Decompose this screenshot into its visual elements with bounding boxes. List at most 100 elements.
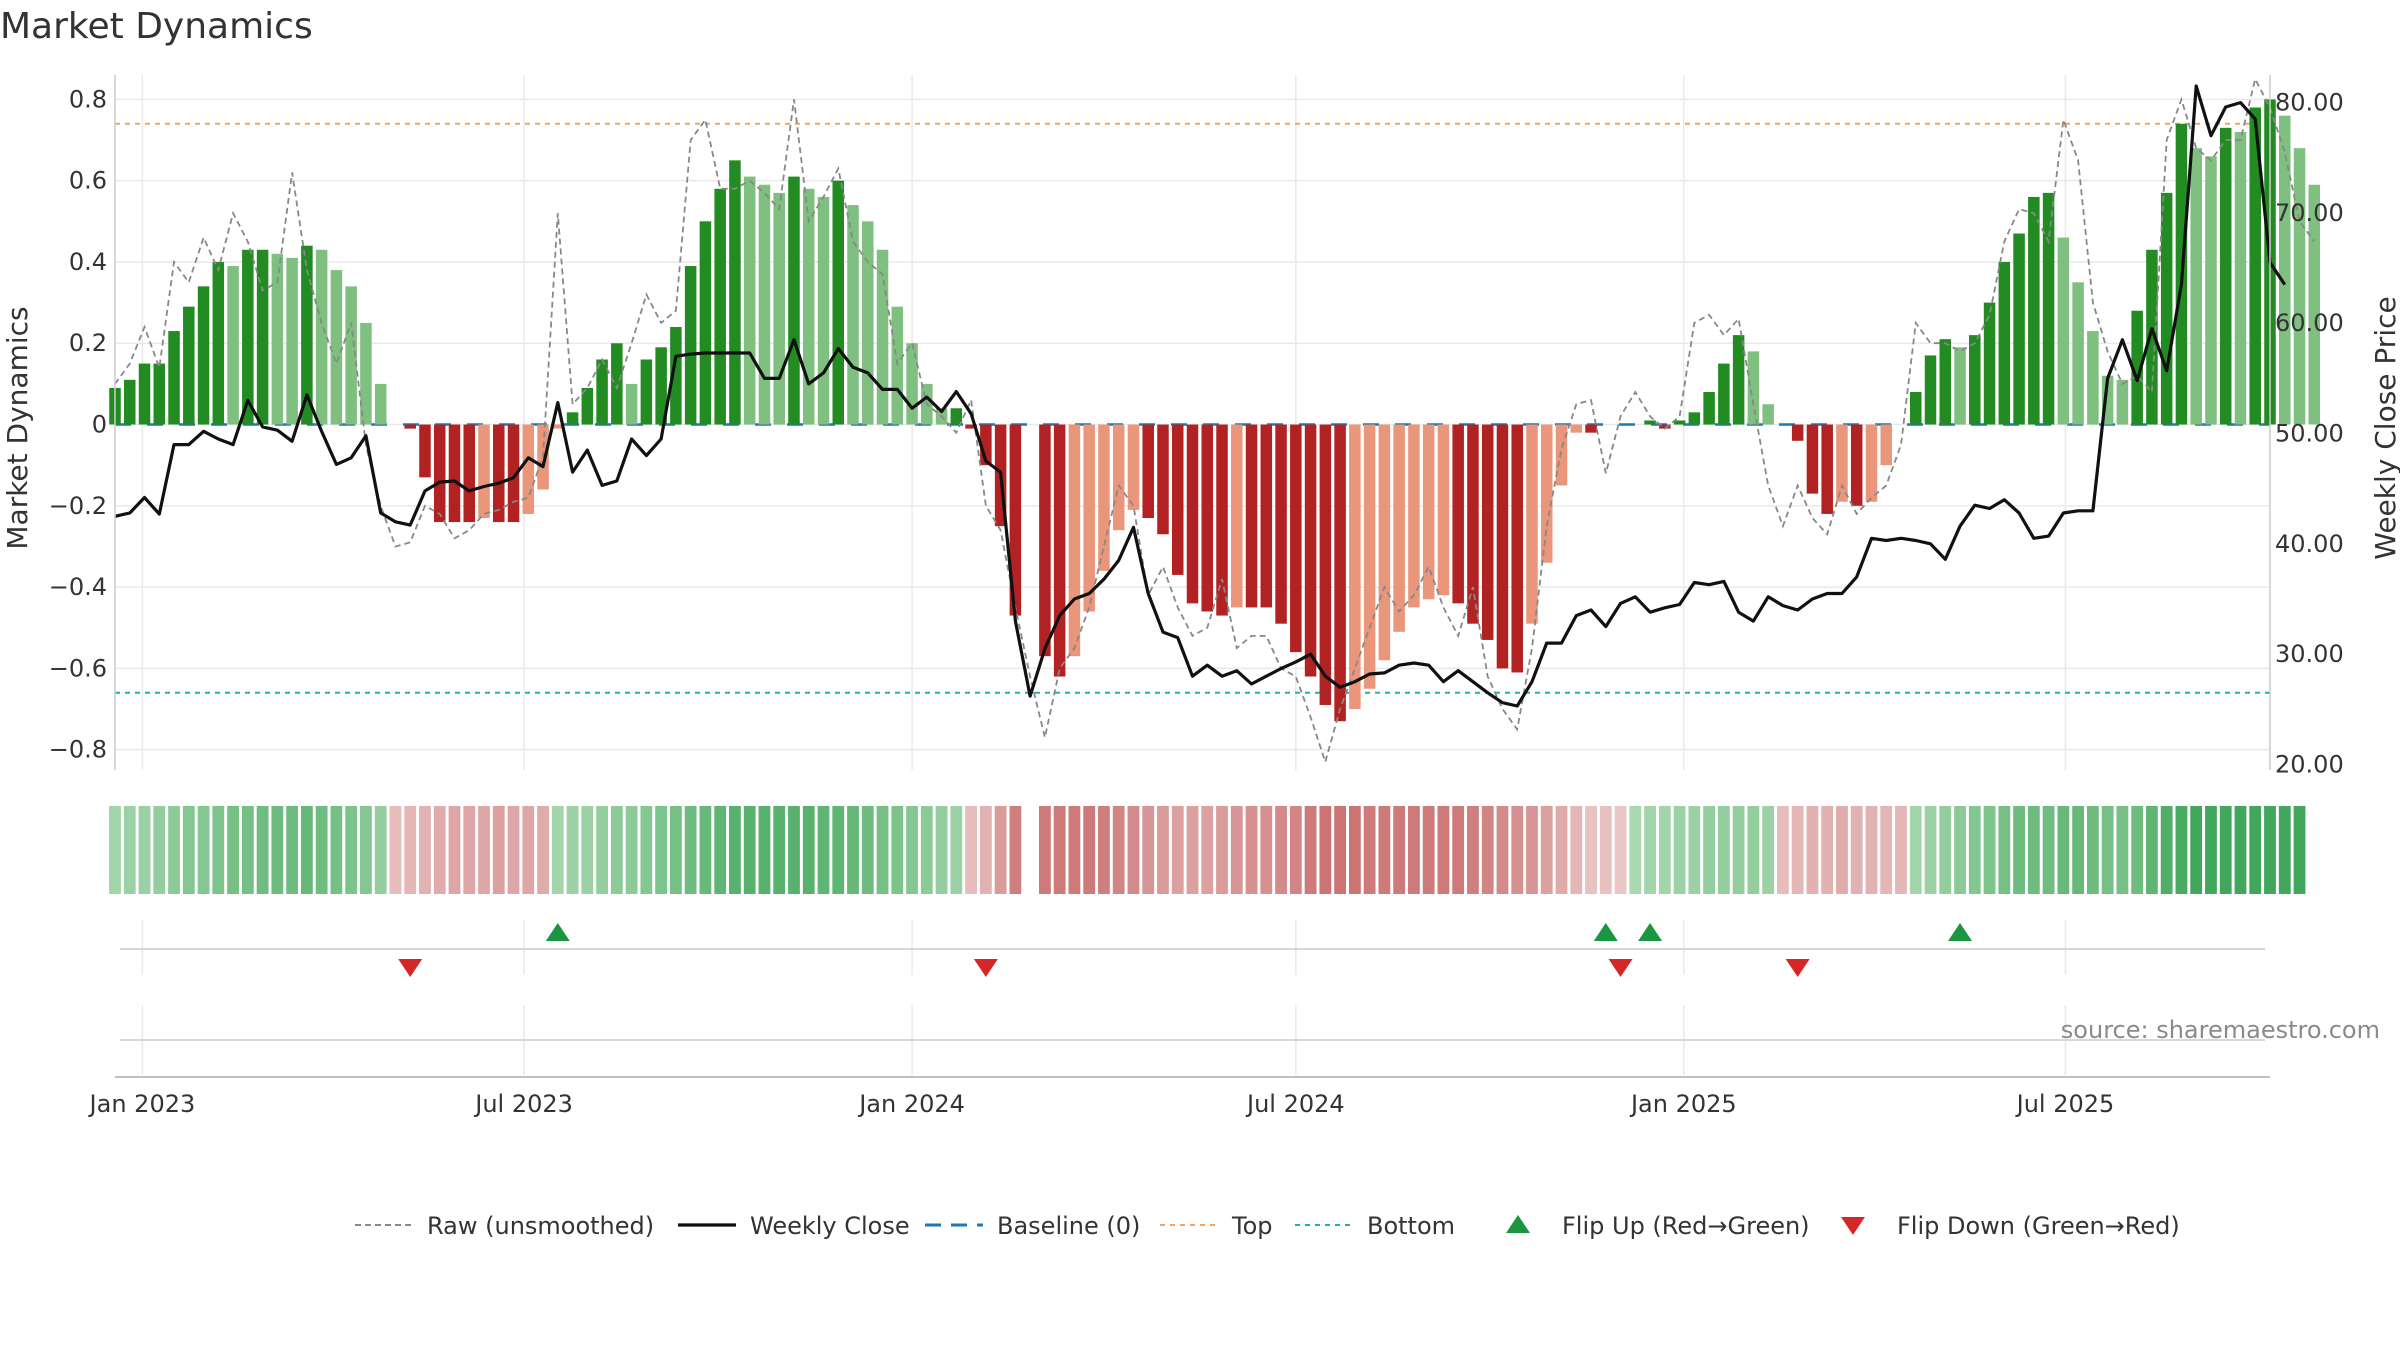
ribbon-cell [374, 806, 387, 894]
md-bar [2057, 237, 2070, 425]
ribbon-cell [1068, 806, 1081, 894]
ribbon-cell [1555, 806, 1568, 894]
md-bar [1157, 424, 1169, 535]
md-bar [2249, 107, 2261, 425]
md-bar [1481, 424, 1494, 640]
right-tick-label: 50.00 [2275, 420, 2344, 448]
md-bar [2219, 127, 2232, 425]
ribbon-cell [1570, 806, 1583, 894]
md-bar [1806, 424, 1819, 494]
legend-item: Baseline (0) [925, 1212, 1140, 1240]
md-bar [2042, 192, 2055, 425]
right-tick-label: 80.00 [2275, 89, 2344, 117]
ribbon-cell [1053, 806, 1066, 894]
ribbon-cell [123, 806, 136, 894]
ribbon-cell [1511, 806, 1524, 894]
md-bar [1039, 424, 1051, 657]
md-bar [1349, 424, 1361, 710]
x-tick-label: Jan 2024 [857, 1090, 965, 1118]
md-bar [1363, 424, 1376, 689]
ribbon-cell [182, 806, 195, 894]
md-bar [345, 286, 357, 425]
md-bar [315, 249, 328, 425]
ribbon-cell [994, 806, 1007, 894]
ribbon-cell [802, 806, 815, 894]
flip-down-marker [398, 959, 423, 977]
md-bar [404, 424, 416, 429]
md-bar [876, 249, 889, 425]
md-bar [212, 261, 225, 425]
md-bar [758, 184, 771, 425]
legend-item: Weekly Close [678, 1212, 910, 1240]
raw-series-layer [114, 76, 2316, 765]
ribbon-cell [566, 806, 579, 894]
left-tick-label: −0.8 [49, 736, 107, 764]
md-bar [1467, 424, 1479, 624]
ribbon-cell [2013, 806, 2025, 894]
ribbon-cell [1201, 806, 1214, 894]
md-bar [596, 359, 608, 425]
ribbon-cell [655, 806, 668, 894]
right-tick-label: 60.00 [2275, 309, 2344, 337]
ribbon-cell [758, 806, 771, 894]
ribbon-cell [1895, 806, 1907, 894]
md-bar [1540, 424, 1553, 563]
empty-panel [120, 1005, 2265, 1075]
ribbon-cell [1142, 806, 1155, 894]
ribbon-cell [1038, 806, 1051, 894]
md-bar [1821, 424, 1833, 514]
md-bar [773, 192, 785, 425]
md-bar [862, 221, 874, 425]
ribbon-cell [1112, 806, 1125, 894]
md-bar [1231, 424, 1243, 608]
ribbon-cell [492, 806, 505, 894]
ribbon-cell [2072, 806, 2085, 894]
md-bar [448, 424, 461, 523]
ribbon-cell [2249, 806, 2262, 894]
ribbon-cell [2190, 806, 2203, 894]
md-bar [242, 249, 254, 425]
md-bar [271, 253, 284, 425]
md-bar [1053, 424, 1066, 677]
legend-label: Weekly Close [750, 1212, 910, 1240]
ribbon-cell [596, 806, 608, 894]
md-bar [1009, 424, 1022, 616]
left-tick-label: 0.8 [69, 85, 107, 113]
ribbon-cell [1777, 806, 1789, 894]
ribbon-cell [1629, 806, 1642, 894]
md-bar [1983, 302, 1996, 425]
md-bar [655, 347, 667, 425]
ribbon-cell [2175, 806, 2188, 894]
ribbon-cell [1171, 806, 1184, 894]
md-bar [714, 188, 726, 425]
weekly-close-line [114, 84, 2287, 708]
md-bar [729, 160, 741, 425]
ribbon-cell [1865, 806, 1878, 894]
md-bar [1304, 424, 1317, 677]
flip-down-marker [1608, 959, 1633, 977]
flip-markers-panel [120, 920, 2265, 977]
ribbon-cell [1998, 806, 2011, 894]
md-bar [256, 249, 269, 425]
ribbon-cell [1850, 806, 1863, 894]
md-bar [1865, 424, 1878, 502]
md-bar [1378, 424, 1391, 661]
left-tick-label: 0 [92, 411, 107, 439]
ribbon-cell [817, 806, 830, 894]
md-bar [2072, 282, 2084, 425]
ribbon-cell [153, 806, 166, 894]
md-bar [1673, 420, 1686, 425]
md-bar [1408, 424, 1420, 608]
ribbon-cell [861, 806, 874, 894]
strength-ribbon [109, 806, 2306, 894]
md-bar [832, 180, 845, 425]
md-bar [507, 424, 520, 523]
ribbon-cell [1968, 806, 1981, 894]
md-bar [1762, 404, 1774, 425]
left-tick-label: −0.6 [49, 654, 107, 682]
ribbon-cell [610, 806, 623, 894]
md-bar [153, 363, 166, 425]
left-tick-label: −0.2 [49, 492, 107, 520]
md-bar [301, 245, 313, 425]
